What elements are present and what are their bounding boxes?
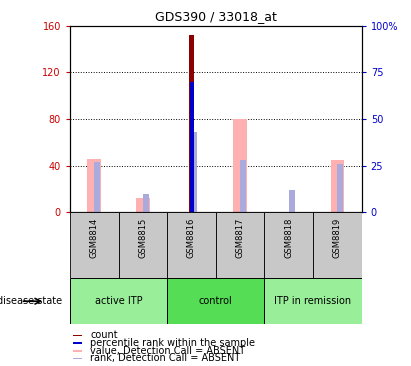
Text: rank, Detection Call = ABSENT: rank, Detection Call = ABSENT (90, 354, 240, 363)
Bar (192, 132, 197, 212)
FancyBboxPatch shape (264, 278, 362, 324)
FancyBboxPatch shape (70, 212, 118, 278)
FancyBboxPatch shape (70, 278, 167, 324)
Bar (337, 164, 343, 212)
Text: ITP in remission: ITP in remission (275, 296, 351, 306)
Text: GSM8818: GSM8818 (284, 217, 293, 258)
Bar (190, 82, 194, 212)
Text: active ITP: active ITP (95, 296, 142, 306)
FancyBboxPatch shape (167, 278, 264, 324)
FancyBboxPatch shape (216, 212, 264, 278)
Bar (73, 350, 81, 352)
Text: disease state: disease state (0, 296, 62, 306)
FancyBboxPatch shape (313, 212, 362, 278)
Bar (143, 194, 149, 212)
Bar (136, 198, 150, 212)
Text: value, Detection Call = ABSENT: value, Detection Call = ABSENT (90, 346, 245, 356)
Text: count: count (90, 330, 118, 340)
Text: GSM8814: GSM8814 (90, 217, 99, 258)
Text: percentile rank within the sample: percentile rank within the sample (90, 338, 255, 348)
Bar (73, 335, 81, 336)
Text: GSM8816: GSM8816 (187, 217, 196, 258)
Title: GDS390 / 33018_at: GDS390 / 33018_at (155, 10, 277, 23)
Bar (240, 160, 246, 212)
Text: GSM8819: GSM8819 (333, 217, 342, 258)
Text: GSM8815: GSM8815 (139, 217, 147, 258)
Bar (189, 35, 194, 212)
Bar (88, 158, 101, 212)
FancyBboxPatch shape (264, 212, 313, 278)
FancyBboxPatch shape (118, 212, 167, 278)
Bar (330, 160, 344, 212)
Bar (289, 190, 295, 212)
Bar (73, 358, 81, 359)
Text: control: control (199, 296, 233, 306)
Bar (233, 119, 247, 212)
Text: GSM8817: GSM8817 (236, 217, 245, 258)
Bar (94, 162, 100, 212)
FancyBboxPatch shape (167, 212, 216, 278)
Bar (73, 342, 81, 344)
